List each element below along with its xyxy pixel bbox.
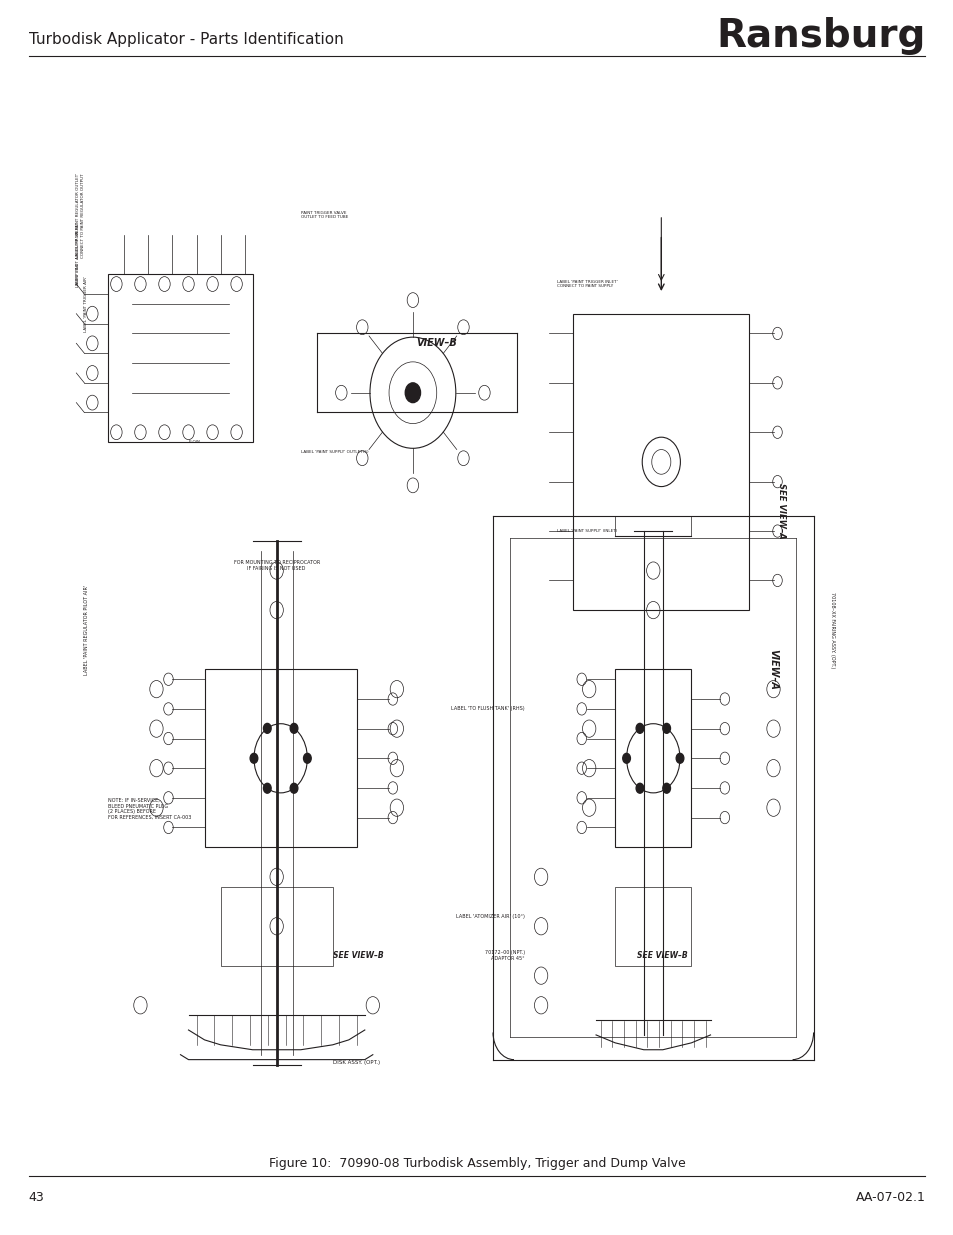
Circle shape: [662, 724, 670, 734]
Circle shape: [303, 753, 311, 763]
Text: FLOW: FLOW: [189, 440, 200, 445]
Text: 70108–XX FAIRING ASSY. (OPT.): 70108–XX FAIRING ASSY. (OPT.): [829, 592, 834, 668]
Circle shape: [405, 383, 420, 403]
Text: Turbodisk Applicator - Parts Identification: Turbodisk Applicator - Parts Identificat…: [29, 32, 343, 47]
Text: DISK ASSY. (OPT.): DISK ASSY. (OPT.): [333, 1060, 379, 1065]
Text: PAINT TRIGGER VALVE
OUTLET TO FEED TUBE: PAINT TRIGGER VALVE OUTLET TO FEED TUBE: [300, 211, 348, 219]
Text: 70172–00 (NPT.)
ADAPTOR 45°: 70172–00 (NPT.) ADAPTOR 45°: [484, 951, 524, 961]
Circle shape: [636, 783, 643, 793]
Circle shape: [263, 783, 271, 793]
Circle shape: [622, 753, 630, 763]
Text: LABEL 'TO FLUSH TANK' (RHS): LABEL 'TO FLUSH TANK' (RHS): [451, 706, 524, 711]
Text: DUMP LINE: DUMP LINE: [76, 263, 80, 285]
Text: LABEL 'PAINT SUPPLY' OUTLET(S): LABEL 'PAINT SUPPLY' OUTLET(S): [300, 450, 368, 454]
Text: 43: 43: [29, 1192, 45, 1204]
Text: VIEW–A: VIEW–A: [768, 648, 778, 690]
Circle shape: [263, 724, 271, 734]
Text: LABEL 'ATOMIZER AIR' (10°): LABEL 'ATOMIZER AIR' (10°): [456, 914, 524, 919]
Text: SEE VIEW–B: SEE VIEW–B: [333, 951, 383, 961]
Circle shape: [662, 783, 670, 793]
Circle shape: [250, 753, 257, 763]
Text: SEE VIEW–B: SEE VIEW–B: [637, 951, 687, 961]
Circle shape: [636, 724, 643, 734]
Text: LABEL 'PAINT SUPPLY' (INLET): LABEL 'PAINT SUPPLY' (INLET): [557, 529, 617, 534]
Text: LABEL 'PAINT TRIGGER INLET'
CONNECT TO PAINT SUPPLY: LABEL 'PAINT TRIGGER INLET' CONNECT TO P…: [557, 280, 618, 288]
Text: LABEL 'PAINT TRIGGER AIR': LABEL 'PAINT TRIGGER AIR': [84, 275, 89, 332]
Text: LABEL 'PAINT REGULATOR PILOT AIR': LABEL 'PAINT REGULATOR PILOT AIR': [84, 584, 90, 676]
Text: SEE VIEW–A: SEE VIEW–A: [776, 483, 785, 540]
Circle shape: [290, 724, 297, 734]
Text: LABEL 'PILOT AIR–DUMP VALVE': LABEL 'PILOT AIR–DUMP VALVE': [76, 222, 80, 287]
Text: FOR MOUNTING TO RECIPROCATOR
IF FAIRING IS NOT USED: FOR MOUNTING TO RECIPROCATOR IF FAIRING …: [233, 559, 319, 571]
Text: AA-07-02.1: AA-07-02.1: [855, 1192, 924, 1204]
Text: LABEL 'FROM PAINT REGULATOR OUTLET'
CONNECT TO PAINT REGULATOR OUTPUT: LABEL 'FROM PAINT REGULATOR OUTLET' CONN…: [76, 172, 85, 258]
Circle shape: [676, 753, 683, 763]
Text: NOTE: IF IN-SERVICE,
BLEED PNEUMATIC PLUG
(2 PLACES) BEFORE
FOR REFERENCES, INSE: NOTE: IF IN-SERVICE, BLEED PNEUMATIC PLU…: [109, 798, 192, 820]
Circle shape: [290, 783, 297, 793]
Text: VIEW–B: VIEW–B: [416, 338, 456, 348]
Text: Figure 10:  70990-08 Turbodisk Assembly, Trigger and Dump Valve: Figure 10: 70990-08 Turbodisk Assembly, …: [269, 1157, 684, 1170]
Text: Ransburg: Ransburg: [716, 17, 924, 54]
